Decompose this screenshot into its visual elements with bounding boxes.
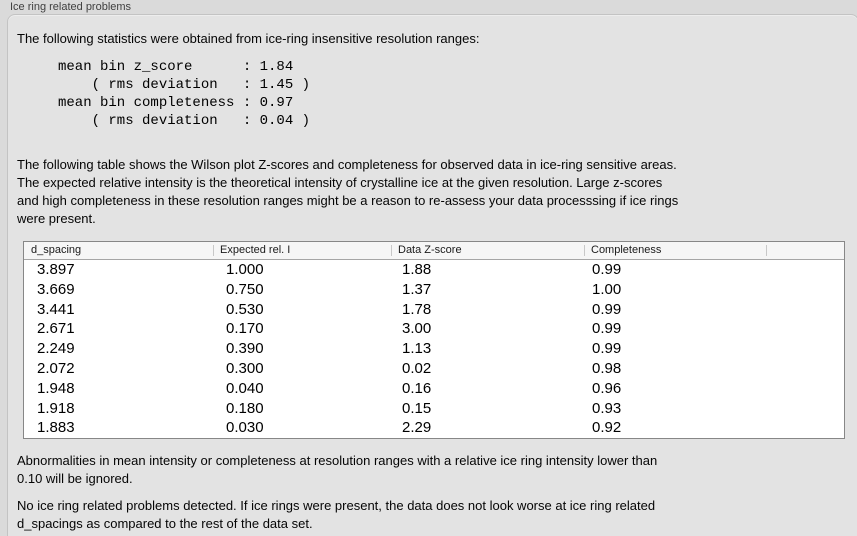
table-row[interactable]: 1.883 0.030 2.29 0.92 (24, 418, 844, 438)
table-cell-expected-rel-i: 1.000 (226, 261, 264, 278)
stats-block: mean bin z_score : 1.84 ( rms deviation … (58, 58, 857, 130)
table-cell-expected-rel-i: 0.030 (226, 419, 264, 437)
table-cell-completeness: 0.98 (592, 359, 622, 377)
table-cell-d-spacing: 2.249 (37, 340, 75, 358)
table-cell-data-z-score: 1.13 (402, 340, 432, 358)
table-cell-data-z-score: 1.37 (402, 280, 432, 298)
stat-line-mean-z-score: mean bin z_score : 1.84 (58, 59, 294, 75)
ice-ring-table: d_spacing Expected rel. I Data Z-score C… (23, 241, 845, 440)
text-line: were present. (17, 211, 96, 226)
column-header-filler (766, 242, 844, 259)
table-cell-completeness: 0.92 (592, 419, 622, 437)
ignore-note: Abnormalities in mean intensity or compl… (17, 452, 857, 488)
text-line: The expected relative intensity is the t… (17, 175, 663, 190)
table-cell-completeness: 0.96 (592, 379, 622, 397)
table-cell-completeness: 0.99 (592, 261, 622, 278)
table-cell-d-spacing: 3.897 (37, 261, 75, 278)
table-cell-data-z-score: 3.00 (402, 320, 432, 338)
table-cell-data-z-score: 0.15 (402, 399, 432, 417)
table-cell-expected-rel-i: 0.530 (226, 300, 264, 318)
table-row[interactable]: 3.441 0.530 1.78 0.99 (24, 300, 844, 320)
table-cell-expected-rel-i: 0.750 (226, 280, 264, 298)
table-cell-expected-rel-i: 0.300 (226, 359, 264, 377)
table-cell-d-spacing: 2.072 (37, 359, 75, 377)
table-cell-expected-rel-i: 0.040 (226, 379, 264, 397)
table-cell-d-spacing: 1.883 (37, 419, 75, 437)
table-cell-d-spacing: 3.669 (37, 280, 75, 298)
table-row[interactable]: 2.072 0.300 0.02 0.98 (24, 359, 844, 379)
column-header-d-spacing[interactable]: d_spacing (31, 244, 82, 256)
table-cell-completeness: 0.93 (592, 399, 622, 417)
ice-ring-panel: The following statistics were obtained f… (7, 14, 857, 536)
table-cell-d-spacing: 2.671 (37, 320, 75, 338)
conclusion-text: No ice ring related problems detected. I… (17, 497, 857, 533)
column-header-completeness[interactable]: Completeness (584, 242, 766, 259)
table-row[interactable]: 2.671 0.170 3.00 0.99 (24, 319, 844, 339)
text-line: Abnormalities in mean intensity or compl… (17, 453, 658, 469)
ice-table-body: 3.897 1.000 1.88 0.99 3.669 0.750 1.37 1.00 3.44… (24, 260, 844, 438)
table-row[interactable]: 3.669 0.750 1.37 1.00 (24, 280, 844, 300)
section-title: Ice ring related problems (10, 1, 132, 13)
table-cell-data-z-score: 1.78 (402, 300, 432, 318)
text-line: 0.10 will be ignored. (17, 471, 133, 487)
table-cell-completeness: 0.99 (592, 300, 622, 318)
table-cell-expected-rel-i: 0.390 (226, 340, 264, 358)
table-cell-data-z-score: 0.16 (402, 379, 432, 397)
table-cell-d-spacing: 1.918 (37, 399, 75, 417)
table-row[interactable]: 1.948 0.040 0.16 0.96 (24, 379, 844, 399)
stat-line-z-rms: ( rms deviation : 1.45 ) (58, 77, 311, 93)
table-cell-expected-rel-i: 0.180 (226, 399, 264, 417)
intro-paragraph: The following statistics were obtained f… (17, 30, 857, 48)
table-cell-expected-rel-i: 0.170 (226, 320, 264, 338)
table-row[interactable]: 3.897 1.000 1.88 0.99 (24, 260, 844, 280)
table-description: The following table shows the Wilson plo… (17, 156, 857, 228)
table-cell-data-z-score: 2.29 (402, 419, 432, 437)
stat-line-completeness-rms: ( rms deviation : 0.04 ) (58, 113, 311, 129)
text-line: d_spacings as compared to the rest of th… (17, 516, 313, 532)
table-row[interactable]: 2.249 0.390 1.13 0.99 (24, 339, 844, 359)
table-cell-completeness: 0.99 (592, 320, 622, 338)
stat-line-mean-completeness: mean bin completeness : 0.97 (58, 95, 294, 111)
column-header-expected-rel-i[interactable]: Expected rel. I (213, 242, 391, 259)
table-cell-d-spacing: 1.948 (37, 379, 75, 397)
table-row[interactable]: 1.918 0.180 0.15 0.93 (24, 399, 844, 419)
text-line: No ice ring related problems detected. I… (17, 498, 656, 514)
table-cell-completeness: 0.99 (592, 340, 622, 358)
table-cell-data-z-score: 1.88 (402, 261, 432, 278)
table-header-row: d_spacing Expected rel. I Data Z-score C… (24, 242, 844, 260)
table-cell-completeness: 1.00 (592, 280, 622, 298)
text-line: and high completeness in these resolutio… (17, 193, 679, 208)
table-cell-d-spacing: 3.441 (37, 300, 75, 318)
column-header-data-z-score[interactable]: Data Z-score (391, 242, 584, 259)
text-line: The following table shows the Wilson plo… (17, 157, 677, 172)
text-line: The following statistics were obtained f… (17, 31, 480, 46)
table-cell-data-z-score: 0.02 (402, 359, 432, 377)
